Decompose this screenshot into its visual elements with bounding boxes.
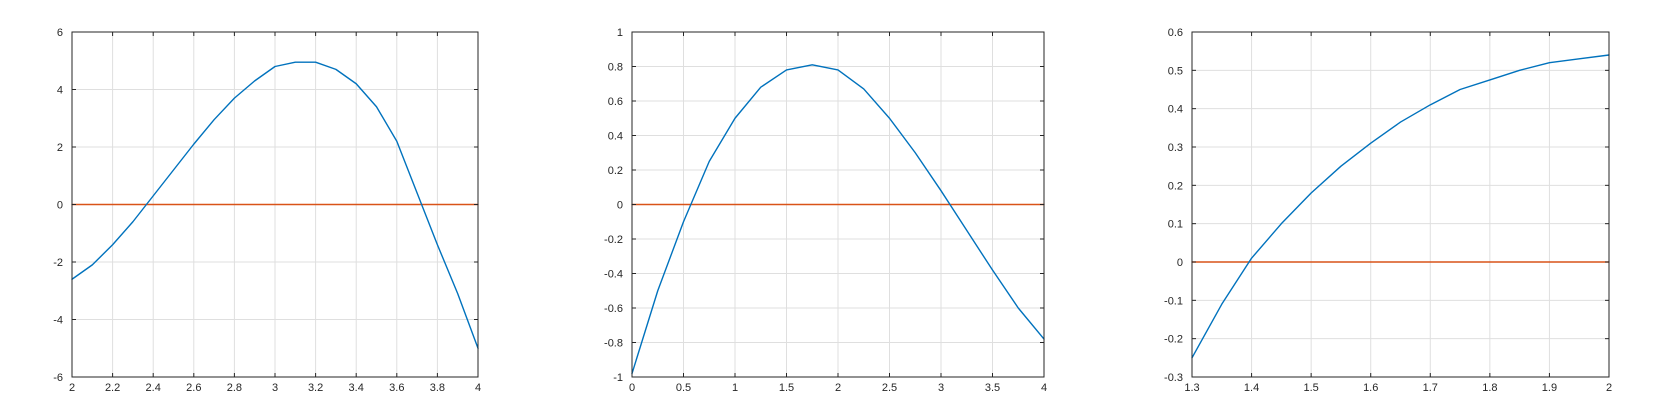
- x-tick-label: 3: [938, 382, 944, 394]
- y-tick-label: -0.2: [604, 234, 623, 246]
- y-tick-label: 0.4: [1168, 104, 1183, 116]
- x-tick-label: 3: [272, 382, 278, 394]
- y-tick-label: 2: [57, 142, 63, 154]
- x-tick-label: 1.3: [1184, 382, 1199, 394]
- y-tick-label: 0.1: [1168, 219, 1183, 231]
- y-tick-label: 1: [617, 27, 623, 39]
- y-tick-label: 6: [57, 27, 63, 39]
- y-tick-label: 0.4: [608, 131, 623, 143]
- y-tick-label: -0.2: [1164, 334, 1183, 346]
- x-tick-label: 1: [732, 382, 738, 394]
- y-tick-label: -0.1: [1164, 295, 1183, 307]
- chart-2: 0 0.5 1 1.5 2 2.5 3 3.5 4 -1 -0.8 -0.6 -0.4 -0.2 0 0.2 0…: [604, 27, 1047, 394]
- x-tick-label: 1.6: [1363, 382, 1378, 394]
- x-tick-label: 2: [69, 382, 75, 394]
- x-tick-label: 3.8: [430, 382, 445, 394]
- y-tick-label: -1: [613, 372, 623, 384]
- function-curve: [71, 61, 479, 349]
- y-tick-label: 0.8: [608, 62, 623, 74]
- x-tick-label: 3.2: [308, 382, 323, 394]
- y-tick-label: -6: [53, 372, 63, 384]
- x-tick-label: 0: [629, 382, 635, 394]
- y-tick-label: 0.2: [1168, 180, 1183, 192]
- y-tick-label: 0: [57, 200, 63, 212]
- y-tick-label: -0.8: [604, 338, 623, 350]
- x-tick-label: 0.5: [676, 382, 691, 394]
- y-tick-label: 0.6: [608, 96, 623, 108]
- x-tick-label: 2.6: [186, 382, 201, 394]
- x-tick-label: 2.2: [105, 382, 120, 394]
- function-curve: [1191, 54, 1610, 359]
- x-tick-label: 1.7: [1423, 382, 1438, 394]
- x-tick-label: 3.6: [389, 382, 404, 394]
- y-tick-label: -2: [53, 257, 63, 269]
- x-tick-label: 2.8: [227, 382, 242, 394]
- x-tick-label: 1.8: [1482, 382, 1497, 394]
- x-tick-label: 1.4: [1244, 382, 1259, 394]
- x-tick-label: 2: [835, 382, 841, 394]
- x-tick-label: 4: [1041, 382, 1047, 394]
- x-tick-label: 3.4: [349, 382, 364, 394]
- x-tick-label: 3.5: [985, 382, 1000, 394]
- y-tick-label: 0: [617, 200, 623, 212]
- y-tick-label: -0.6: [604, 303, 623, 315]
- axes-box: [1191, 31, 1610, 378]
- x-tick-label: 1.9: [1542, 382, 1557, 394]
- x-tick-label: 2.4: [146, 382, 161, 394]
- y-tick-label: 0: [1177, 257, 1183, 269]
- y-tick-label: 0.3: [1168, 142, 1183, 154]
- y-tick-label: -4: [53, 315, 63, 327]
- chart-1: 2 2.2 2.4 2.6 2.8 3 3.2 3.4 3.6 3.8 4 -6 -4 -2 0 2 4 6: [53, 27, 481, 394]
- y-tick-label: 4: [57, 85, 63, 97]
- x-tick-label: 2.5: [882, 382, 897, 394]
- y-tick-label: 0.2: [608, 165, 623, 177]
- x-tick-label: 1.5: [779, 382, 794, 394]
- y-tick-label: 0.6: [1168, 27, 1183, 39]
- y-tick-label: -0.3: [1164, 372, 1183, 384]
- y-tick-label: 0.5: [1168, 65, 1183, 77]
- chart-3: 1.3 1.4 1.5 1.6 1.7 1.8 1.9 2 -0.3 -0.2 -0.1 0 0.1 0.…: [1164, 27, 1612, 394]
- function-curve: [631, 64, 1045, 375]
- x-tick-label: 4: [475, 382, 481, 394]
- x-tick-label: 2: [1606, 382, 1612, 394]
- y-tick-label: -0.4: [604, 269, 623, 281]
- plot-area: [1192, 32, 1609, 377]
- x-tick-label: 1.5: [1303, 382, 1318, 394]
